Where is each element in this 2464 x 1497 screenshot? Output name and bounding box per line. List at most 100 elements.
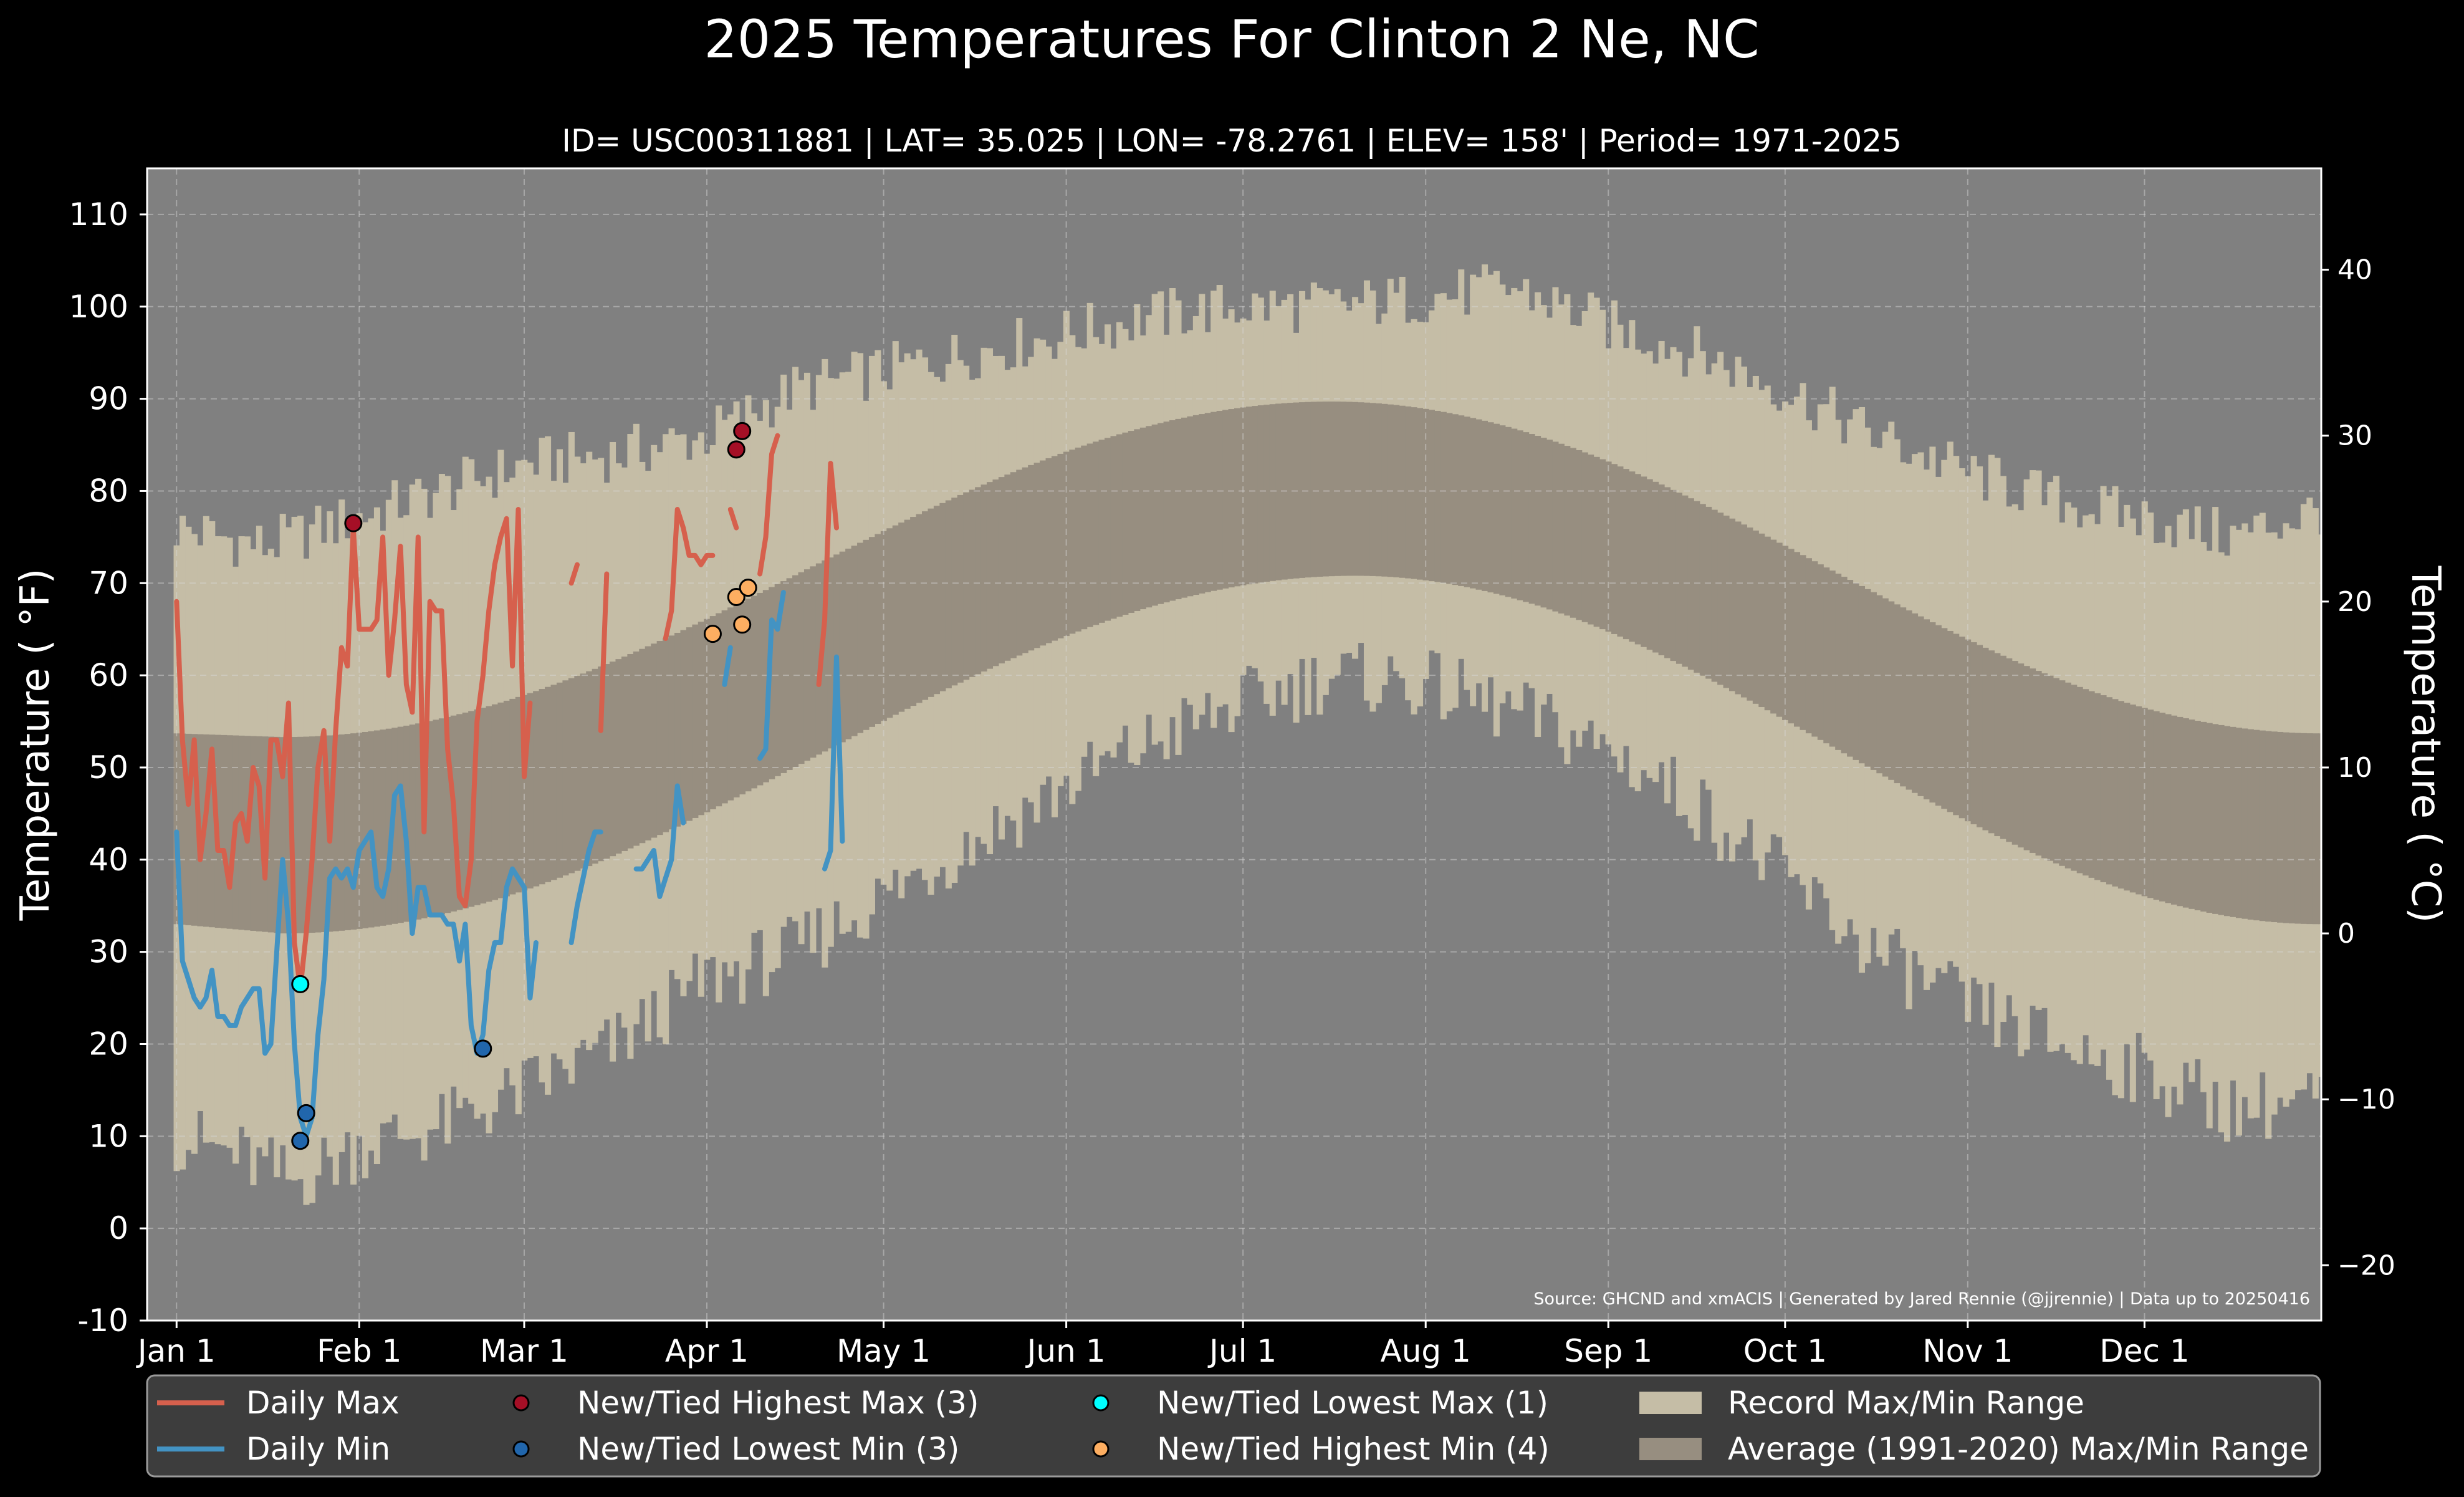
normal-range-bar — [1517, 430, 1523, 600]
x-tick-label: Apr 1 — [665, 1333, 749, 1369]
y2-tick-label: 0 — [2337, 918, 2355, 950]
legend-lowest-min-label: New/Tied Lowest Min (3) — [577, 1431, 959, 1467]
normal-range-bar — [975, 487, 982, 675]
normal-range-bar — [568, 678, 575, 874]
normal-range-bar — [1841, 577, 1848, 754]
normal-range-bar — [697, 622, 704, 816]
normal-range-bar — [173, 733, 180, 925]
normal-range-bar — [380, 729, 386, 926]
normal-range-bar — [1428, 410, 1435, 582]
normal-range-bar — [1652, 481, 1659, 653]
normal-range-bar — [2153, 711, 2160, 900]
normal-range-bar — [922, 511, 929, 700]
normal-range-bar — [1864, 589, 1871, 767]
x-axis-ticks: Jan 1 Feb 1 Mar 1 Apr 1 May 1 Jun 1 Jul 1 Aug 1… — [136, 1321, 2190, 1369]
normal-range-bar — [2200, 721, 2207, 912]
normal-range-bar — [2100, 695, 2107, 882]
normal-range-bar — [1528, 434, 1535, 604]
source-note: Source: GHCND and xmACIS | Generated by … — [1533, 1289, 2310, 1309]
normal-range-bar — [1475, 419, 1482, 590]
normal-range-bar — [2106, 697, 2113, 885]
normal-range-bar — [509, 698, 516, 895]
normal-range-bar — [250, 736, 257, 931]
x-tick-label: Oct 1 — [1743, 1333, 1827, 1369]
normal-range-bar — [226, 735, 233, 929]
legend-record-range-label: Record Max/Min Range — [1728, 1385, 2084, 1421]
normal-range-bar — [1199, 414, 1206, 594]
record-lowest-min-marker — [297, 1104, 315, 1122]
normal-range-bar — [1941, 628, 1948, 809]
record-highest-min-marker — [733, 615, 752, 634]
normal-range-bar — [2083, 689, 2089, 876]
normal-range-bar — [1405, 406, 1412, 579]
legend-daily-min-label: Daily Min — [246, 1431, 390, 1467]
normal-range-bar — [780, 581, 787, 773]
daily-min-line — [757, 590, 786, 761]
normal-range-bar — [2035, 671, 2042, 856]
normal-range-bar — [615, 659, 622, 854]
normal-range-bar — [474, 709, 481, 905]
normal-range-bar — [2206, 723, 2213, 913]
normal-range-bar — [2271, 731, 2278, 923]
normal-range-bar — [762, 590, 769, 782]
normal-range-bar — [1422, 408, 1429, 580]
normal-range-bar — [904, 519, 911, 709]
normal-range-bar — [1876, 595, 1883, 774]
normal-range-bar — [1988, 650, 1995, 834]
normal-range-bar — [1687, 498, 1694, 670]
normal-range-bar — [1033, 463, 1040, 648]
normal-range-bar — [709, 616, 716, 809]
normal-range-bar — [2188, 720, 2195, 909]
daily-min-line — [633, 783, 686, 899]
normal-range-bar — [279, 737, 286, 934]
legend-daily-max-label: Daily Max — [246, 1385, 400, 1421]
daily-max-line — [568, 562, 580, 586]
x-tick-label: Jun 1 — [1025, 1333, 1106, 1369]
normal-range-bar — [1363, 402, 1371, 576]
normal-range-bar — [1458, 415, 1465, 586]
normal-range-bar — [1417, 408, 1424, 580]
normal-range-bar — [1181, 417, 1187, 598]
normal-range-bar — [1375, 403, 1382, 577]
plot-frame — [146, 167, 2323, 1322]
normal-range-bar — [1446, 413, 1453, 584]
normal-range-bar — [350, 733, 357, 930]
normal-range-bar — [1482, 420, 1488, 591]
normal-range-bar — [1158, 423, 1164, 604]
legend-lowest-min-marker — [512, 1440, 530, 1458]
normal-range-bar — [663, 638, 669, 832]
normal-range-bar — [1228, 409, 1235, 588]
normal-range-bar — [656, 641, 663, 835]
normal-range-bar — [433, 720, 439, 916]
normal-range-bar — [798, 572, 805, 764]
normal-range-bar — [1888, 601, 1895, 780]
normal-range-bar — [1293, 402, 1300, 579]
normal-range-bar — [1493, 423, 1500, 594]
normal-range-bar — [1735, 521, 1742, 695]
daily-min-line — [722, 645, 733, 687]
legend-highest-min-label: New/Tied Highest Min (4) — [1157, 1431, 1550, 1467]
normal-range-bar — [1800, 555, 1806, 730]
normal-range-bar — [1287, 403, 1294, 579]
normal-range-bar — [880, 531, 887, 721]
normal-range-bar — [2000, 655, 2006, 839]
normal-range-bar — [1022, 467, 1028, 653]
normal-range-bar — [1187, 416, 1194, 597]
normal-range-bar — [1139, 427, 1146, 610]
normal-range-bar — [1694, 501, 1700, 673]
normal-range-bar — [2030, 668, 2036, 853]
normal-range-bar — [986, 482, 994, 669]
x-tick-label: Mar 1 — [480, 1333, 568, 1369]
legend-lowest-max-marker — [1092, 1394, 1110, 1412]
normal-range-bar — [886, 528, 893, 718]
normal-range-bar — [368, 731, 375, 928]
record-highest-max-marker — [727, 440, 745, 459]
normal-range-bar — [857, 542, 864, 733]
x-tick-label: Feb 1 — [317, 1333, 401, 1369]
normal-range-bar — [963, 492, 970, 680]
normal-range-bar — [980, 484, 987, 671]
normal-range-bar — [1546, 440, 1553, 610]
normal-range-bar — [527, 693, 534, 888]
normal-range-bar — [1558, 443, 1565, 614]
y2-tick-label: −20 — [2337, 1249, 2395, 1281]
